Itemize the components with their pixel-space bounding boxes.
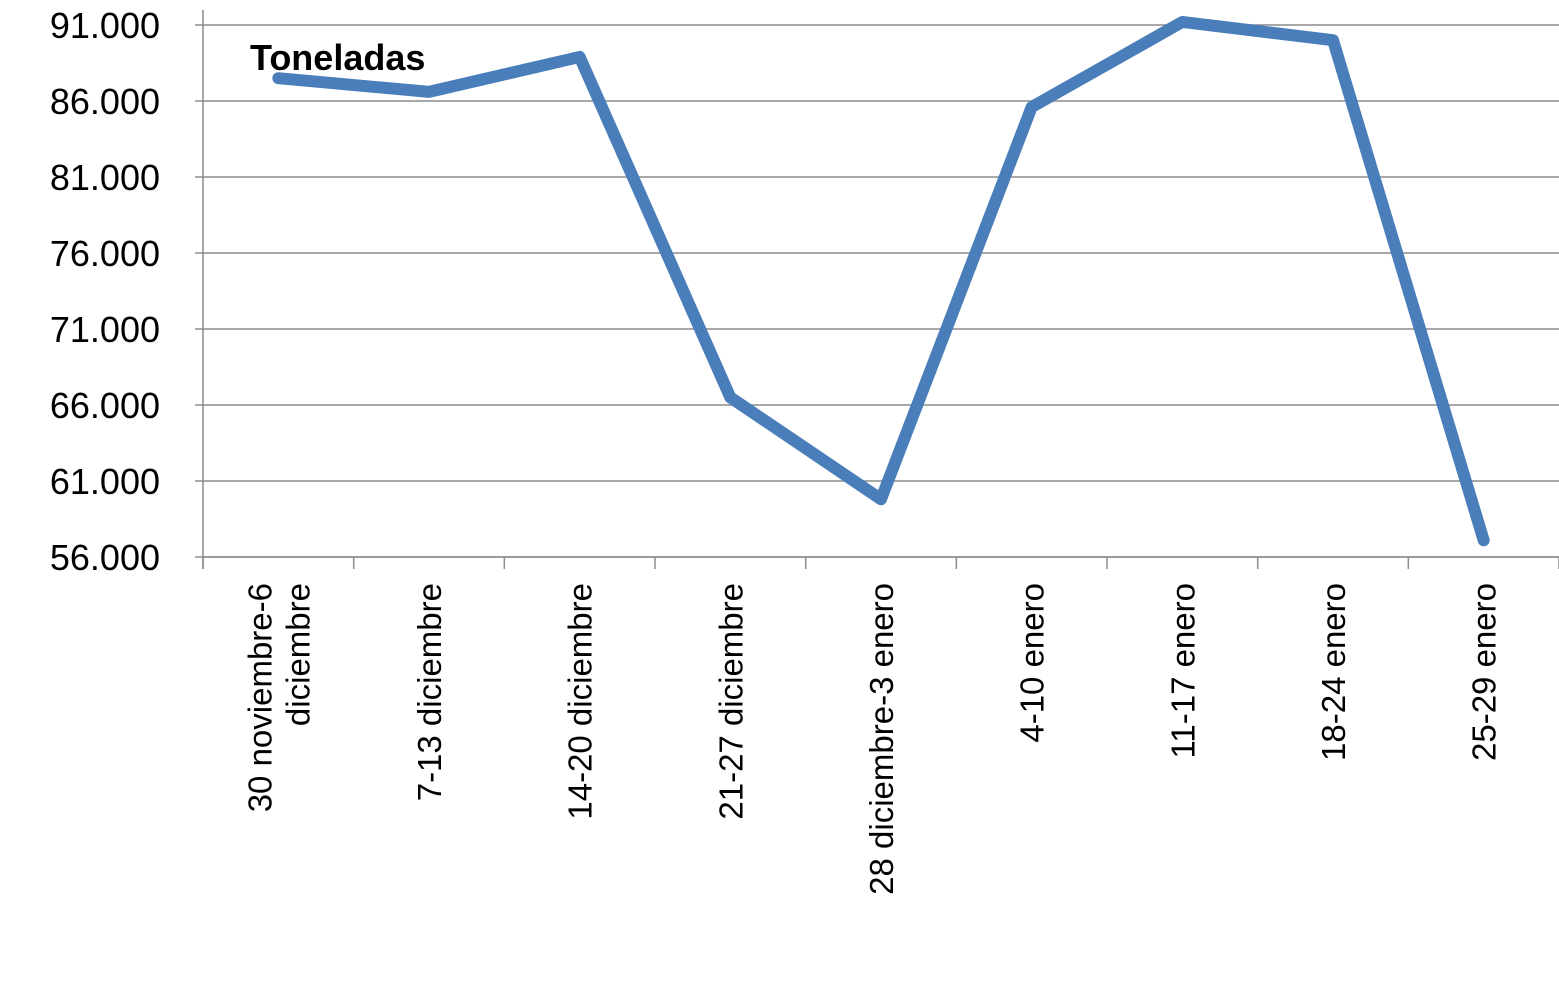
x-tick-label: diciembre [279,583,316,726]
x-tick-label: 18-24 enero [1315,583,1352,761]
x-tick-label: 28 diciembre-3 enero [863,583,900,895]
x-tick-labels: 30 noviembre-6 diciembre 7-13 diciembre 14-… [241,583,1502,895]
series-line [272,15,1490,547]
x-tick-label: 4-10 enero [1014,583,1051,743]
y-tick-labels: 56.000 61.000 66.000 71.000 76.000 81.000 86.0… [50,5,160,578]
x-tick-label: 25-29 enero [1466,583,1503,761]
x-tick-label: 30 noviembre-6 [241,583,278,812]
y-tick-label: 91.000 [50,5,160,46]
gridlines [195,24,1559,558]
series-label: Toneladas [250,37,425,78]
y-tick-label: 56.000 [50,537,160,578]
x-tick-label: 7-13 diciembre [411,583,448,801]
x-tick-label: 14-20 diciembre [562,583,599,820]
y-tick-label: 81.000 [50,157,160,198]
series-layer [272,15,1490,547]
y-tick-label: 61.000 [50,461,160,502]
axes [202,10,1559,569]
y-tick-label: 76.000 [50,233,160,274]
y-tick-label: 86.000 [50,81,160,122]
x-tick-label: 11-17 enero [1164,583,1201,759]
x-tick-label: 21-27 diciembre [712,583,749,820]
y-tick-label: 71.000 [50,309,160,350]
y-tick-label: 66.000 [50,385,160,426]
